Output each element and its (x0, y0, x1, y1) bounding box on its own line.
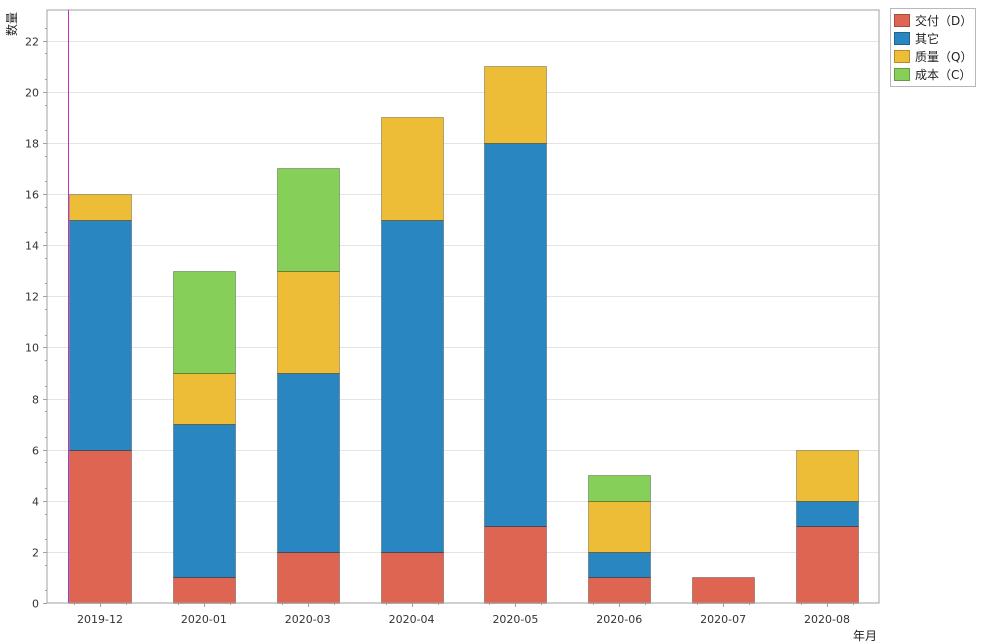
bar-segment-2020-03-s0 (277, 552, 340, 604)
x-tick-label: 2020-07 (700, 613, 746, 626)
axes (43, 9, 880, 607)
bar-segment-2020-08-s1 (796, 501, 859, 527)
bar-segment-2020-08-s0 (796, 526, 859, 604)
legend-label: 质量（Q） (915, 49, 973, 64)
bar-segment-2020-03-s2 (277, 271, 340, 374)
y-tick-label: 8 (32, 394, 39, 407)
x-tick-label: 2020-01 (181, 613, 227, 626)
y-tick-label: 12 (25, 291, 39, 304)
plot-area-border (46, 9, 880, 604)
bar-segment-2020-07-s0 (692, 577, 755, 604)
bar-segment-2020-01-s0 (173, 577, 236, 604)
legend-swatch (894, 13, 910, 27)
bar-segment-2020-08-s2 (796, 450, 859, 502)
bar-segment-2020-01-s3 (173, 271, 236, 374)
bar-segment-2019-12-s1 (69, 220, 132, 451)
y-tick-label: 22 (25, 36, 39, 49)
x-tick-label: 2020-05 (492, 613, 538, 626)
bar-segment-2020-03-s3 (277, 168, 340, 272)
chart-legend: 交付（D） 其它质量（Q） 成本（C） (890, 8, 976, 87)
legend-swatch (894, 31, 910, 45)
y-tick-labels: 0 2 4 6 8 10 12 14 16 18 20 22 (25, 36, 39, 611)
y-tick-label: 6 (32, 445, 39, 458)
x-tick-label: 2020-08 (804, 613, 850, 626)
bar-segment-2020-05-s2 (484, 66, 547, 144)
bar-segment-2020-01-s2 (173, 373, 236, 425)
bar-segment-2020-04-s0 (381, 552, 444, 604)
y-tick-label: 0 (32, 598, 39, 611)
y-tick-label: 16 (25, 189, 39, 202)
x-axis-title: 年月 (853, 629, 877, 643)
bar-segment-2020-06-s0 (588, 577, 651, 604)
legend-swatch (894, 67, 910, 81)
bar-segment-2020-04-s2 (381, 117, 444, 221)
bar-segment-2019-12-s2 (69, 194, 132, 221)
bar-segment-2020-05-s1 (484, 143, 547, 527)
legend-label: 交付（D） (915, 13, 973, 28)
legend-item-3[interactable]: 成本（C） (894, 65, 972, 83)
y-tick-label: 20 (25, 87, 39, 100)
y-tick-label: 10 (25, 342, 39, 355)
x-tick-label: 2019-12 (77, 613, 123, 626)
x-tick-label: 2020-03 (285, 613, 331, 626)
bar-segment-2020-03-s1 (277, 373, 340, 553)
legend-item-1[interactable]: 其它 (894, 29, 972, 47)
grid-lines (47, 41, 879, 553)
y-tick-label: 14 (25, 240, 39, 253)
legend-item-2[interactable]: 质量（Q） (894, 47, 972, 65)
bar-segment-2020-06-s2 (588, 501, 651, 553)
x-tick-label: 2020-04 (389, 613, 435, 626)
bar-segment-2020-01-s1 (173, 424, 236, 578)
bar-segment-2019-12-s0 (69, 450, 132, 604)
bar-segment-2020-06-s1 (588, 552, 651, 578)
legend-label: 成本（C） (915, 67, 972, 82)
y-tick-label: 4 (32, 496, 39, 509)
y-axis-title: 数量 (4, 12, 19, 36)
x-tick-labels: 2019-12 2020-01 2020-03 2020-04 2020-05 2020-… (77, 613, 850, 626)
bar-segments (69, 66, 859, 604)
bar-segment-2020-05-s0 (484, 526, 547, 604)
y-tick-label: 18 (25, 138, 39, 151)
legend-swatch (894, 49, 910, 63)
x-tick-label: 2020-06 (596, 613, 642, 626)
bar-segment-2020-04-s1 (381, 220, 444, 553)
legend-item-0[interactable]: 交付（D） (894, 11, 972, 29)
bar-segment-2020-06-s3 (588, 475, 651, 502)
legend-label: 其它 (915, 31, 940, 46)
y-tick-label: 2 (32, 547, 39, 560)
